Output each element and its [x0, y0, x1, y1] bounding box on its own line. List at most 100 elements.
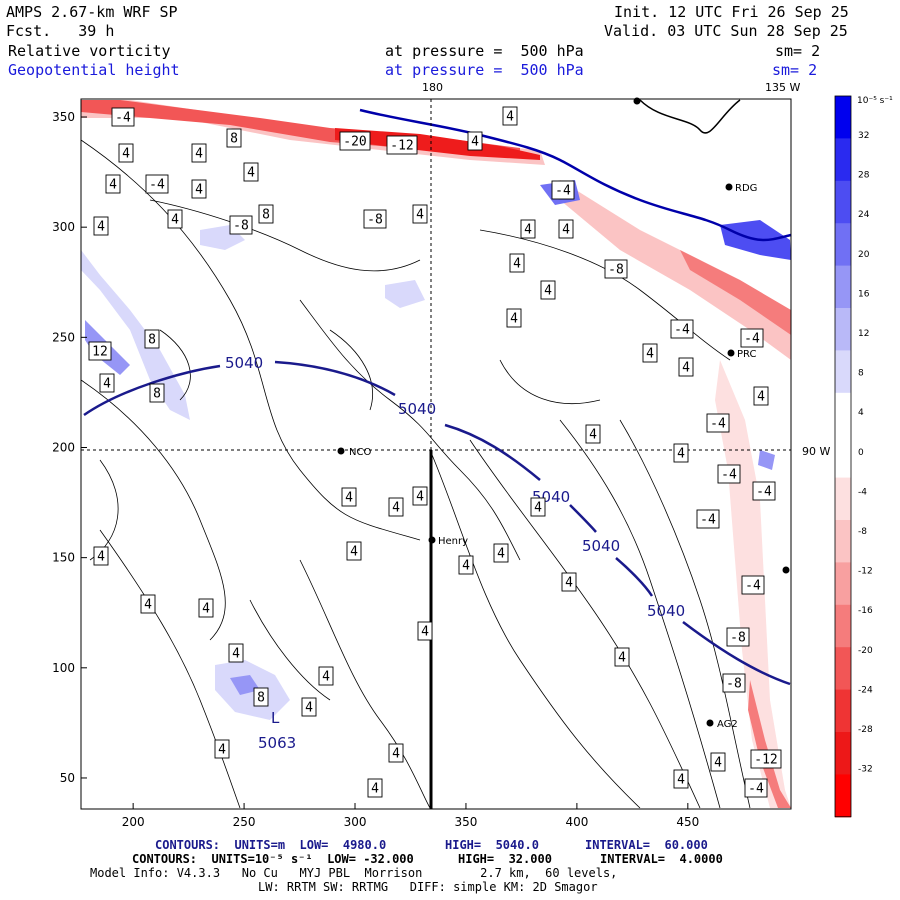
colorbar-segment [835, 435, 851, 479]
colorbar-segment [835, 138, 851, 182]
svg-text:-8: -8 [233, 219, 249, 234]
lon-label-180: 180 [422, 81, 443, 94]
valid-time: Valid. 03 UTC Sun 28 Sep 25 [604, 22, 848, 40]
svg-text:-12: -12 [754, 753, 777, 768]
svg-text:4: 4 [565, 576, 573, 591]
vorticity-label: -4 [145, 174, 169, 194]
vorticity-label: 4 [506, 308, 522, 328]
vorticity-label: 4 [561, 572, 577, 592]
vorticity-label: 4 [412, 204, 428, 224]
colorbar-label: 16 [858, 289, 870, 299]
station-marker [428, 536, 436, 544]
svg-text:4: 4 [462, 559, 470, 574]
vorticity-label: -4 [740, 328, 764, 348]
svg-text:-8: -8 [367, 213, 383, 228]
svg-text:4: 4 [562, 223, 570, 238]
vorticity-label: 4 [710, 752, 726, 772]
vorticity-label: -4 [696, 509, 720, 529]
vorticity-label: -4 [111, 107, 135, 127]
field1-level: at pressure = 500 hPa [385, 42, 584, 60]
vorticity-label: 4 [140, 594, 156, 614]
footer-height-contours-a: CONTOURS: UNITS=m LOW= 4980.0 [155, 838, 387, 852]
svg-text:-4: -4 [721, 468, 737, 483]
vorticity-label: -12 [750, 749, 782, 769]
vorticity-label: 4 [105, 174, 121, 194]
vorticity-label: 4 [191, 179, 207, 199]
colorbar-label: 32 [858, 131, 869, 141]
forecast-hour: Fcst. 39 h [6, 22, 115, 40]
svg-text:4: 4 [109, 178, 117, 193]
svg-text:4: 4 [534, 501, 542, 516]
svg-text:-4: -4 [149, 178, 165, 193]
lon-label-135w: 135 W [765, 81, 800, 94]
vorticity-label: 4 [614, 647, 630, 667]
vorticity-label: -12 [386, 135, 418, 155]
colorbar-segment [835, 180, 851, 224]
positive-vorticity-patch [385, 280, 425, 308]
vorticity-label: 4 [458, 555, 474, 575]
vorticity-label: 4 [467, 131, 483, 151]
vorticity-label: 4 [417, 621, 433, 641]
vorticity-label: 4 [93, 546, 109, 566]
svg-text:-8: -8 [730, 631, 746, 646]
colorbar-label: -8 [858, 527, 867, 537]
vorticity-label: -4 [741, 575, 765, 595]
x-tick-label: 250 [233, 815, 256, 829]
init-time: Init. 12 UTC Fri 26 Sep 25 [614, 3, 849, 21]
vorticity-label: 4 [191, 143, 207, 163]
vorticity-label: 8 [253, 687, 269, 707]
svg-text:4: 4 [682, 361, 690, 376]
y-tick-label: 100 [52, 661, 75, 675]
vorticity-labels: -4 -20 -12 4 8 4 4 4 4 -4 4 8 4 4 4 4 4 -8 -8 4 4 4 -4 12 8 4 8 -8 4… [88, 106, 782, 798]
svg-text:8: 8 [230, 132, 238, 147]
svg-text:-8: -8 [608, 263, 624, 278]
svg-text:4: 4 [103, 377, 111, 392]
vorticity-label: 4 [167, 209, 183, 229]
colorbar-label: 24 [858, 210, 870, 220]
x-tick-label: 350 [455, 815, 478, 829]
vorticity-label: 4 [388, 497, 404, 517]
vorticity-label: 4 [198, 598, 214, 618]
vorticity-label: -8 [604, 259, 628, 279]
svg-text:4: 4 [497, 547, 505, 562]
svg-text:4: 4 [392, 501, 400, 516]
svg-text:4: 4 [202, 602, 210, 617]
colorbar-segment [835, 350, 851, 394]
vorticity-label: -4 [670, 319, 694, 339]
colorbar-segment [835, 562, 851, 606]
station-label: RDG [735, 183, 757, 194]
colorbar-segment [835, 265, 851, 309]
vorticity-label: 8 [149, 383, 165, 403]
svg-text:-4: -4 [710, 417, 726, 432]
vorticity-label: -4 [551, 180, 575, 200]
colorbar-segment [835, 308, 851, 351]
colorbar-label: -12 [858, 567, 873, 577]
svg-text:4: 4 [416, 208, 424, 223]
svg-text:4: 4 [513, 257, 521, 272]
svg-text:-4: -4 [115, 111, 131, 126]
negative-coast-core [680, 250, 791, 335]
y-tick-label: 150 [52, 551, 75, 565]
svg-text:4: 4 [714, 756, 722, 771]
colorbar-unit: 10⁻⁵ s⁻¹ [857, 96, 893, 106]
vorticity-label: 4 [367, 778, 383, 798]
svg-text:4: 4 [392, 747, 400, 762]
vorticity-label: 8 [226, 128, 242, 148]
plot-frame [80, 98, 792, 810]
colorbar-segment [835, 477, 851, 521]
svg-text:4: 4 [122, 147, 130, 162]
field1-name: Relative vorticity [8, 42, 171, 60]
y-tick-label: 250 [52, 330, 75, 344]
footer-height-contours-b: HIGH= 5040.0 [445, 838, 539, 852]
colorbar-segment [835, 732, 851, 775]
vorticity-label: 4 [673, 769, 689, 789]
footer-physics-info: LW: RRTM SW: RRTMG DIFF: simple KM: 2D S… [258, 880, 598, 894]
svg-text:4: 4 [524, 223, 532, 238]
height-label: 5063 [258, 734, 296, 752]
svg-text:8: 8 [153, 387, 161, 402]
svg-text:12: 12 [92, 345, 108, 360]
svg-text:4: 4 [305, 701, 313, 716]
colorbar-segment [835, 689, 851, 733]
field2-level: at pressure = 500 hPa [385, 61, 584, 79]
field1-smoothing: sm= 2 [775, 42, 821, 60]
